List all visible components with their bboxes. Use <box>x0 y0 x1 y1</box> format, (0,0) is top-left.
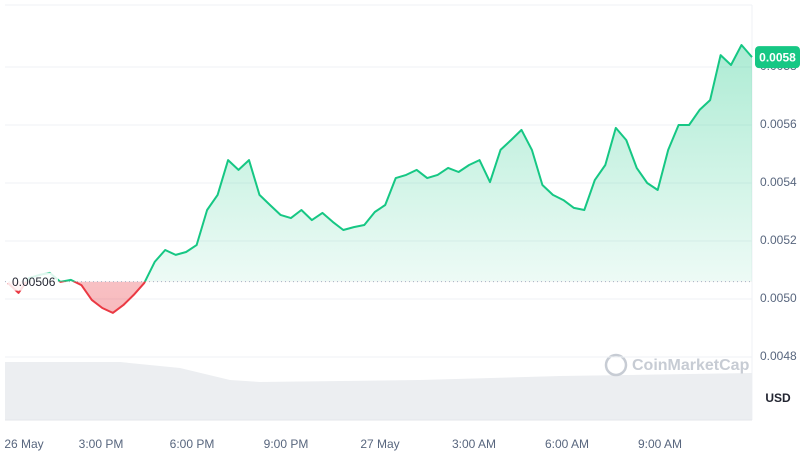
y-tick-label: 0.0052 <box>760 233 797 247</box>
area-up <box>8 45 752 282</box>
y-tick-label: 0.0048 <box>760 349 797 363</box>
y-tick-label: 0.0056 <box>760 117 797 131</box>
watermark-logo <box>604 353 628 377</box>
current-price-tag <box>755 46 800 69</box>
x-tick-label: 3:00 PM <box>79 437 124 451</box>
x-tick-label: 27 May <box>360 437 399 451</box>
x-tick-label: 6:00 PM <box>170 437 215 451</box>
watermark: CoinMarketCap <box>604 353 750 377</box>
price-line-down <box>7 281 147 314</box>
baseline-label-bg <box>8 272 58 291</box>
volume-area <box>5 362 752 420</box>
y-tick-label: 0.0050 <box>760 291 797 305</box>
baseline-label: 0.00506 <box>12 275 56 289</box>
y-tick-label: 0.0054 <box>760 175 797 189</box>
x-tick-label: 9:00 AM <box>638 437 682 451</box>
x-tick-label: 3:00 AM <box>452 437 496 451</box>
area-down <box>8 281 145 313</box>
price-line-up <box>25 44 753 282</box>
currency-label: USD <box>765 391 791 405</box>
x-tick-label: 26 May <box>4 437 43 451</box>
x-tick-label: 6:00 AM <box>545 437 589 451</box>
x-tick-label: 9:00 PM <box>264 437 309 451</box>
current-price-label: 0.0058 <box>759 50 796 64</box>
watermark-text: CoinMarketCap <box>632 357 750 374</box>
